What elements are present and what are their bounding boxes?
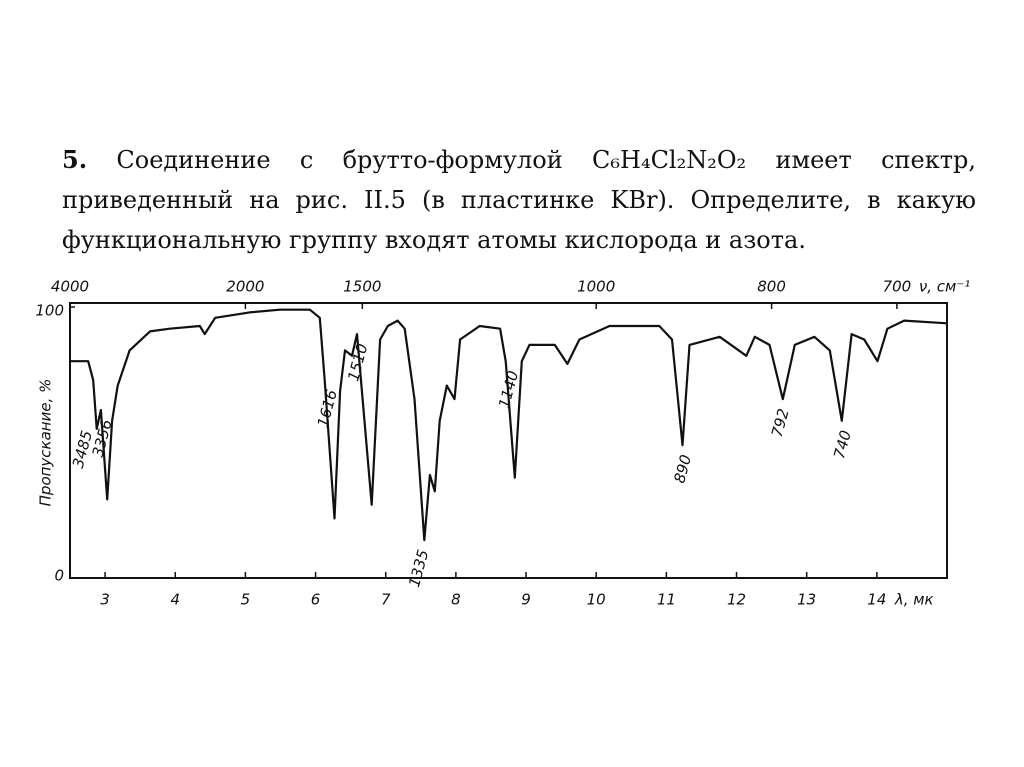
x2-tick-label: 2000 [226, 278, 264, 296]
x2-tick-label: 1000 [577, 278, 615, 296]
x2-tick-label: 800 [757, 278, 786, 296]
x-tick-label: 12 [727, 591, 746, 609]
peak-label: 1335 [405, 548, 432, 590]
text: функциональную группу входят атомы кисло… [62, 226, 806, 254]
x-tick-label: 6 [311, 591, 321, 609]
x2-tick-label: 700 [883, 278, 912, 296]
peak-label: 1616 [314, 388, 341, 430]
problem-number: 5. [62, 145, 88, 174]
y-axis-label: Пропускание, % [37, 379, 55, 507]
text-line: 5. Соединение с брутто-формулой C₆H₄Cl₂N… [62, 140, 976, 180]
spectrum-line [70, 308, 948, 542]
x2-tick-label: 1500 [343, 278, 381, 296]
y-tick-label: 0 [54, 567, 64, 585]
x-tick-label: 9 [521, 591, 531, 609]
x2-tick-label: 4000 [51, 278, 89, 296]
peak-label: 890 [670, 453, 695, 485]
x2-axis-label: ν, см⁻¹ [919, 278, 970, 296]
x-tick-label: 7 [381, 591, 391, 609]
x-tick-label: 3 [100, 591, 110, 609]
x-tick-label: 11 [657, 591, 676, 609]
text: приведенный на рис. II.5 (в пластинке KB… [62, 186, 976, 214]
x-tick-label: 13 [797, 591, 816, 609]
x-tick-label: 14 [867, 591, 886, 609]
peak-label: 1510 [344, 342, 371, 384]
text: Соединение с брутто-формулой C₆H₄Cl₂N₂O₂… [116, 146, 976, 174]
problem-text: 5. Соединение с брутто-формулой C₆H₄Cl₂N… [62, 140, 976, 260]
peak-label: 740 [830, 428, 855, 460]
x-tick-label: 8 [451, 591, 461, 609]
x-tick-label: 10 [587, 591, 606, 609]
peak-label: 792 [768, 407, 793, 439]
x-tick-label: 4 [170, 591, 180, 609]
y-tick-label: 100 [35, 302, 64, 320]
plot-frame [69, 302, 948, 579]
x-tick-label: 5 [241, 591, 251, 609]
text-line: приведенный на рис. II.5 (в пластинке KB… [62, 180, 976, 220]
text-line: функциональную группу входят атомы кисло… [62, 220, 976, 260]
x-axis-label: λ, мк [894, 591, 934, 609]
